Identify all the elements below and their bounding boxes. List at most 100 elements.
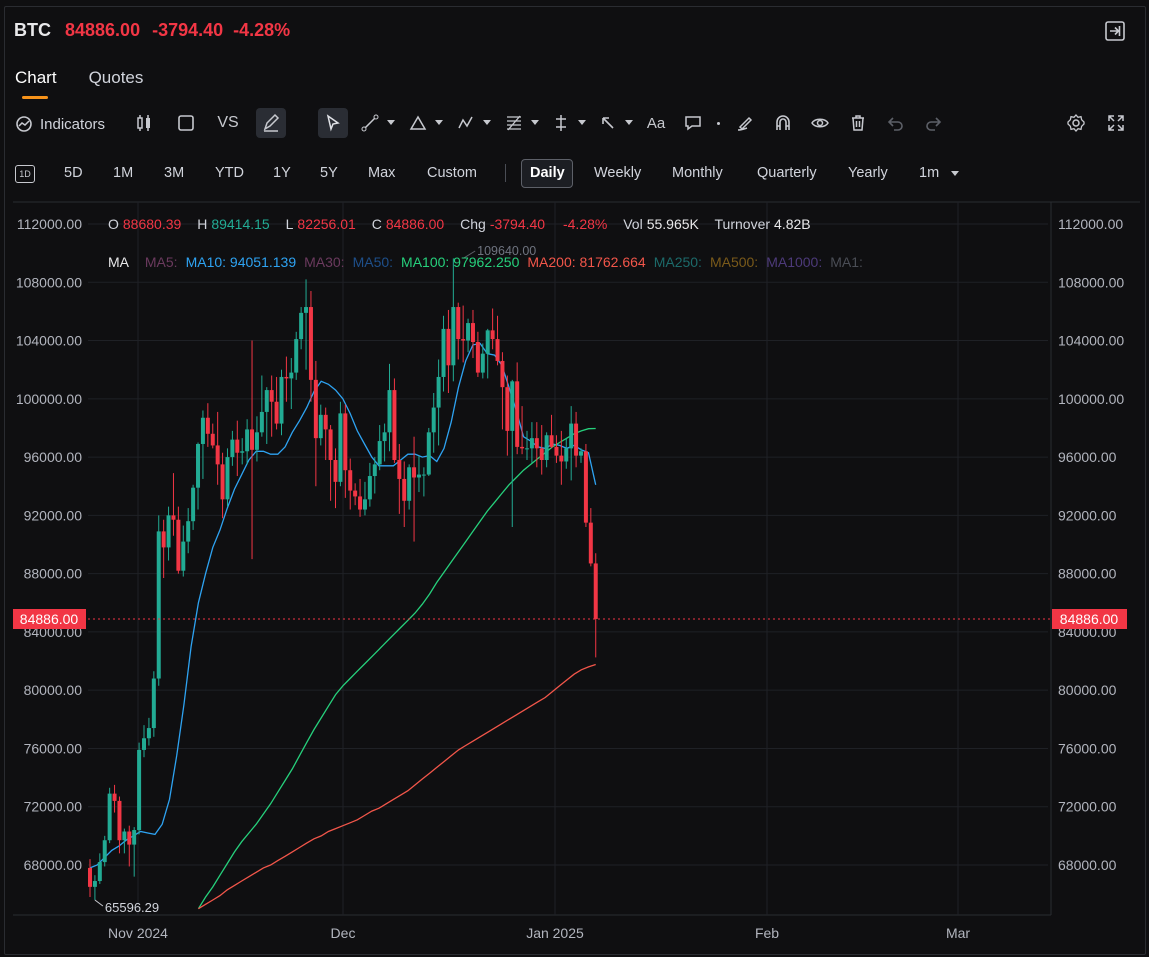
range-5d[interactable]: 5D [64, 165, 83, 181]
tab-quotes[interactable]: Quotes [88, 68, 144, 87]
interval-monthly[interactable]: Monthly [672, 165, 723, 181]
interval-quarterly[interactable]: Quarterly [757, 165, 817, 181]
chevron-down-icon[interactable] [435, 120, 443, 125]
y-tick-label-left: 92000.00 [24, 507, 83, 523]
price-change-pct: -4.28% [233, 20, 291, 40]
candle-body [520, 446, 525, 449]
ma-legend-item[interactable]: MA1000: [766, 254, 823, 270]
ma-legend-item[interactable]: MA10: 94051.139 [185, 254, 297, 270]
candle-type-button[interactable] [129, 108, 159, 138]
layout-button[interactable] [171, 108, 201, 138]
candle-body [284, 376, 289, 379]
range-max[interactable]: Max [368, 165, 396, 181]
candle-body [485, 330, 490, 354]
more-dot-icon[interactable] [717, 122, 720, 125]
chevron-down-icon[interactable] [951, 171, 959, 176]
ma-legend-item[interactable]: MA30: [304, 254, 345, 270]
interval-daily-selected[interactable] [521, 159, 573, 188]
candle-body [304, 307, 309, 313]
pattern-tool-button[interactable] [451, 108, 481, 138]
candle-body [313, 379, 318, 439]
candle-body [97, 862, 102, 882]
candle-body [392, 390, 397, 461]
drawing-mode-button[interactable] [256, 108, 286, 138]
text-tool-button[interactable]: Aa [646, 114, 666, 132]
comment-tool-button[interactable] [678, 108, 708, 138]
candle-body [574, 423, 579, 456]
range-1y[interactable]: 1Y [273, 165, 291, 181]
candle-body [569, 423, 574, 449]
square-icon [178, 115, 194, 131]
interval-1m[interactable]: 1m [919, 165, 940, 181]
redo-button[interactable] [918, 108, 948, 138]
brush-tool-button[interactable] [730, 108, 760, 138]
chevron-down-icon[interactable] [625, 120, 633, 125]
trendline-tool-button[interactable] [355, 108, 385, 138]
arrow-tool-button[interactable] [593, 108, 623, 138]
shape-tool-button[interactable] [403, 108, 433, 138]
compare-vs-button[interactable]: VS [217, 114, 239, 131]
ma-legend-item[interactable]: MA50: [352, 254, 394, 270]
candle-body [308, 307, 313, 380]
delete-drawings-button[interactable] [843, 108, 873, 138]
exit-fullscreen-icon[interactable] [1104, 20, 1126, 42]
fullscreen-button[interactable] [1101, 108, 1131, 138]
y-tick-label-right: 100000.00 [1058, 391, 1124, 407]
candle-body [122, 831, 127, 841]
interval-yearly[interactable]: Yearly [848, 165, 888, 181]
candle-body [333, 460, 338, 482]
chevron-down-icon[interactable] [483, 120, 491, 125]
chevron-down-icon[interactable] [578, 120, 586, 125]
tab-chart[interactable]: Chart [15, 68, 57, 87]
brush-icon [737, 116, 753, 131]
ma-legend-item[interactable]: MA500: [709, 254, 759, 270]
indicators-icon [16, 116, 32, 132]
volume-value: 55.965K [646, 216, 699, 232]
volume-label: Vol [623, 216, 643, 232]
candle-body [107, 793, 112, 841]
ma-legend-item[interactable]: MA250: [653, 254, 702, 270]
interval-weekly[interactable]: Weekly [594, 165, 642, 181]
candle-body [446, 328, 451, 366]
chevron-down-icon[interactable] [531, 120, 539, 125]
last-price-tag-right [1052, 609, 1127, 630]
y-tick-label-right: 72000.00 [1058, 799, 1117, 815]
visibility-button[interactable] [805, 108, 835, 138]
candle-body [426, 432, 431, 475]
last-price-tag-left [13, 609, 86, 630]
timeline-icon[interactable]: 1D [15, 165, 35, 183]
settings-button[interactable] [1061, 108, 1091, 138]
measure-tool-button[interactable] [546, 108, 576, 138]
cursor-tool-button[interactable] [318, 108, 348, 138]
range-3m[interactable]: 3M [164, 165, 185, 181]
candle-body [200, 417, 205, 444]
candle-body [416, 474, 421, 478]
fib-tool-button[interactable] [499, 108, 529, 138]
period-separator [505, 164, 506, 182]
ma-legend-item[interactable]: MA100: 97962.250 [401, 254, 520, 270]
range-1m[interactable]: 1M [113, 165, 134, 181]
candle-body [294, 339, 299, 373]
candle-body [151, 678, 156, 729]
candle-body [132, 830, 137, 845]
ma-legend-item[interactable]: MA1: [830, 254, 863, 270]
magnet-icon [776, 115, 790, 130]
candle-body [441, 328, 446, 377]
low-value: 82256.01 [297, 216, 356, 232]
indicators-button[interactable]: Indicators [14, 108, 105, 140]
y-tick-label-left: 108000.00 [16, 274, 82, 290]
chevron-down-icon[interactable] [387, 120, 395, 125]
eye-icon [811, 118, 829, 128]
candle-body [279, 376, 284, 424]
ma-legend-item[interactable]: MA200: 81762.664 [527, 254, 646, 270]
magnet-button[interactable] [768, 108, 798, 138]
undo-button[interactable] [881, 108, 911, 138]
ma-legend: MA MA5: MA10: 94051.139 MA30: MA50: MA100: 9… [108, 254, 871, 270]
range-5y[interactable]: 5Y [320, 165, 338, 181]
range-ytd[interactable]: YTD [215, 165, 244, 181]
ma-legend-item[interactable]: MA5: [144, 254, 178, 270]
y-tick-label-left: 96000.00 [24, 449, 83, 465]
interval-daily[interactable]: Daily [530, 165, 565, 181]
range-custom[interactable]: Custom [427, 165, 477, 181]
